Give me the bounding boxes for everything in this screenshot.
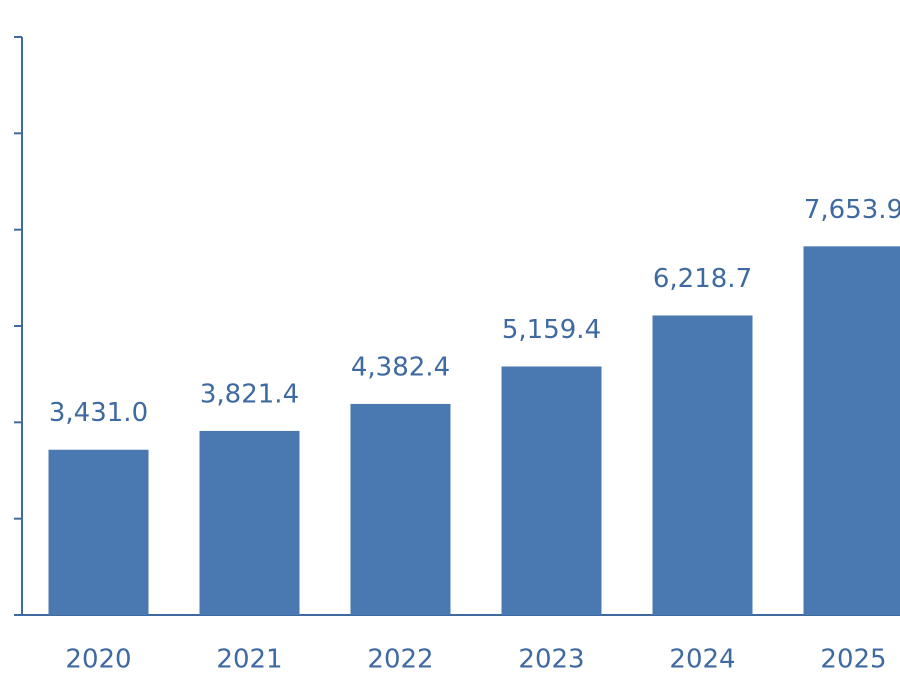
- value-label: 6,218.7: [653, 264, 752, 294]
- x-tick-label: 2021: [216, 645, 282, 675]
- x-tick-label: 2023: [518, 645, 584, 675]
- value-label: 7,653.9: [804, 195, 900, 225]
- bar: [350, 403, 451, 615]
- x-tick-label: 2025: [820, 645, 886, 675]
- value-label: 3,821.4: [200, 379, 299, 409]
- bar: [652, 315, 753, 615]
- x-tick-label: 2020: [65, 645, 131, 675]
- x-tick-label: 2024: [669, 645, 735, 675]
- bar: [199, 430, 300, 615]
- value-label: 5,159.4: [502, 315, 601, 345]
- x-tick-label: 2022: [367, 645, 433, 675]
- bar: [48, 449, 149, 615]
- value-label: 3,431.0: [49, 398, 148, 428]
- bar: [501, 366, 602, 615]
- bar: [803, 246, 900, 615]
- value-label: 4,382.4: [351, 352, 450, 382]
